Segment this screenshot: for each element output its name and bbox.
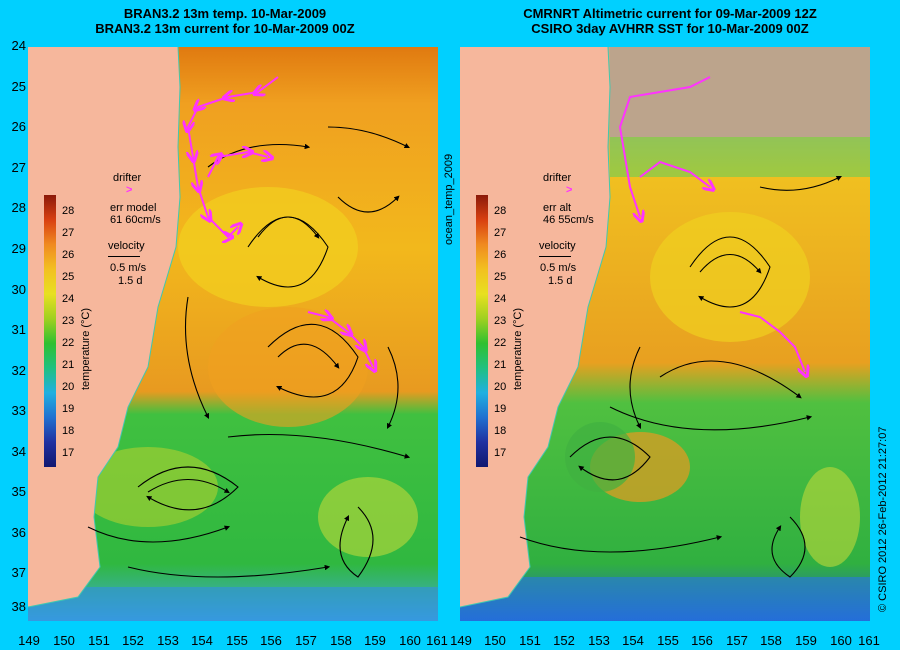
lon-tick: 151 — [88, 633, 110, 648]
colorbar-tick: 18 — [494, 425, 507, 437]
lon-tick: 156 — [260, 633, 282, 648]
lon-tick: 157 — [726, 633, 748, 648]
lon-tick: 151 — [519, 633, 541, 648]
lon-tick: 154 — [622, 633, 644, 648]
colorbar-tick: 25 — [62, 271, 75, 283]
left-map — [28, 47, 438, 621]
left-title-line1: BRAN3.2 13m temp. 10-Mar-2009 — [123, 6, 327, 21]
left-velocity-time: 1.5 d — [118, 275, 143, 287]
lon-tick: 161 — [426, 633, 448, 648]
lon-tick: 159 — [364, 633, 386, 648]
lat-tick: 26 — [11, 119, 26, 134]
right-velocity-time: 1.5 d — [548, 275, 573, 287]
colorbar-tick: 19 — [494, 403, 507, 415]
lat-tick: 25 — [11, 79, 26, 94]
left-velocity-label: velocity — [108, 240, 145, 252]
lon-tick: 149 — [18, 633, 40, 648]
lon-tick: 157 — [295, 633, 317, 648]
lat-tick: 24 — [11, 38, 26, 53]
lat-tick: 31 — [11, 322, 26, 337]
colorbar-tick: 28 — [62, 205, 75, 217]
left-velocity-scale: 0.5 m/s — [110, 262, 147, 274]
lon-tick: 153 — [588, 633, 610, 648]
lon-tick: 158 — [760, 633, 782, 648]
lat-tick: 28 — [11, 200, 26, 215]
colorbar-tick: 17 — [62, 447, 75, 459]
velocity-arrow-icon — [108, 256, 140, 257]
right-title-line1: CMRNRT Altimetric current for 09-Mar-200… — [523, 6, 817, 21]
lon-tick: 155 — [657, 633, 679, 648]
left-err-label: err model — [110, 202, 157, 214]
lon-tick: 160 — [399, 633, 421, 648]
lon-tick: 152 — [553, 633, 575, 648]
colorbar-tick: 26 — [494, 249, 507, 261]
colorbar-tick: 23 — [494, 315, 507, 327]
left-map-panel — [28, 47, 438, 621]
right-drifter-label: drifter — [543, 172, 572, 184]
left-colorbar — [44, 195, 56, 467]
colorbar-tick: 21 — [494, 359, 507, 371]
right-map-panel — [460, 47, 870, 621]
colorbar-tick: 28 — [494, 205, 507, 217]
lat-tick: 30 — [11, 282, 26, 297]
colorbar-tick: 21 — [62, 359, 75, 371]
drifter-icon: > — [566, 184, 573, 196]
lon-tick: 150 — [484, 633, 506, 648]
colorbar-tick: 18 — [62, 425, 75, 437]
lat-tick: 38 — [11, 599, 26, 614]
lat-tick: 37 — [11, 565, 26, 580]
lat-tick: 33 — [11, 403, 26, 418]
colorbar-tick: 24 — [62, 293, 75, 305]
lat-tick: 27 — [11, 160, 26, 175]
right-err-label: err alt — [543, 202, 572, 214]
lon-tick: 152 — [122, 633, 144, 648]
right-colorbar-title: temperature (°C) — [512, 307, 524, 390]
drifter-icon: > — [126, 184, 133, 196]
left-err-value: 61 60cm/s — [110, 214, 161, 226]
right-title-line2: CSIRO 3day AVHRR SST for 10-Mar-2009 00Z — [531, 21, 809, 36]
left-colorbar-title: temperature (°C) — [80, 307, 92, 390]
colorbar-tick: 27 — [62, 227, 75, 239]
colorbar-tick: 22 — [494, 337, 507, 349]
lon-tick: 150 — [53, 633, 75, 648]
lat-tick: 35 — [11, 484, 26, 499]
colorbar-tick: 27 — [494, 227, 507, 239]
right-err-value: 46 55cm/s — [543, 214, 594, 226]
right-velocity-scale: 0.5 m/s — [540, 262, 577, 274]
lon-tick: 155 — [226, 633, 248, 648]
lat-tick: 32 — [11, 363, 26, 378]
colorbar-tick: 25 — [494, 271, 507, 283]
lon-tick: 153 — [157, 633, 179, 648]
colorbar-tick: 20 — [494, 381, 507, 393]
left-drifter-label: drifter — [113, 172, 142, 184]
right-map — [460, 47, 870, 621]
colorbar-tick: 24 — [494, 293, 507, 305]
lon-tick: 158 — [330, 633, 352, 648]
lon-tick: 154 — [191, 633, 213, 648]
colorbar-tick: 22 — [62, 337, 75, 349]
colorbar-tick: 20 — [62, 381, 75, 393]
center-vertical-label: ocean_temp_2009 — [443, 153, 455, 245]
lat-tick: 29 — [11, 241, 26, 256]
lon-tick: 161 — [858, 633, 880, 648]
lat-tick: 36 — [11, 525, 26, 540]
colorbar-tick: 17 — [494, 447, 507, 459]
lon-tick: 160 — [830, 633, 852, 648]
right-velocity-label: velocity — [539, 240, 576, 252]
left-title: BRAN3.2 13m temp. 10-Mar-2009 BRAN3.2 13… — [50, 6, 400, 36]
lon-tick: 149 — [450, 633, 472, 648]
lat-tick: 34 — [11, 444, 26, 459]
copyright-label: © CSIRO 2012 26-Feb-2012 21:27:07 — [877, 426, 889, 612]
lon-tick: 159 — [795, 633, 817, 648]
colorbar-tick: 23 — [62, 315, 75, 327]
left-title-line2: BRAN3.2 13m current for 10-Mar-2009 00Z — [95, 21, 355, 36]
right-colorbar — [476, 195, 488, 467]
lon-tick: 156 — [691, 633, 713, 648]
right-title: CMRNRT Altimetric current for 09-Mar-200… — [480, 6, 860, 36]
colorbar-tick: 19 — [62, 403, 75, 415]
velocity-arrow-icon — [539, 256, 571, 257]
colorbar-tick: 26 — [62, 249, 75, 261]
